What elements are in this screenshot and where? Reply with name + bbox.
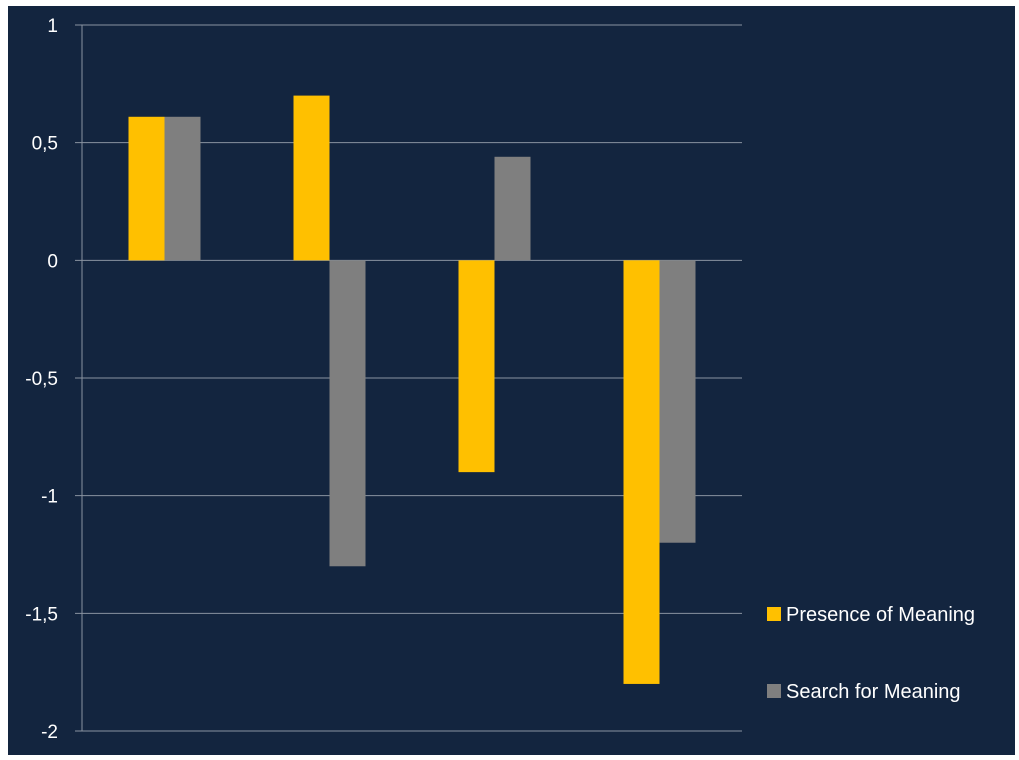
bar-presence (458, 260, 495, 473)
bar-presence (623, 260, 660, 684)
y-tick-label: -1 (41, 487, 58, 508)
y-tick-label: 0,5 (32, 134, 58, 155)
y-tick-label: -0,5 (25, 369, 58, 390)
bar-presence (128, 116, 165, 261)
bar-search (659, 260, 696, 543)
legend-swatch (767, 607, 781, 621)
bar-search (329, 260, 366, 567)
y-tick-label: -2 (41, 722, 58, 743)
y-tick-label: 1 (47, 16, 58, 37)
y-tick-label: 0 (47, 251, 58, 272)
bar-search (494, 156, 531, 261)
bar-search (164, 116, 201, 261)
bar-presence (293, 95, 330, 261)
legend-label: Search for Meaning (786, 681, 961, 703)
legend-label: Presence of Meaning (786, 604, 975, 626)
legend-swatch (767, 684, 781, 698)
y-tick-label: -1,5 (25, 604, 58, 625)
